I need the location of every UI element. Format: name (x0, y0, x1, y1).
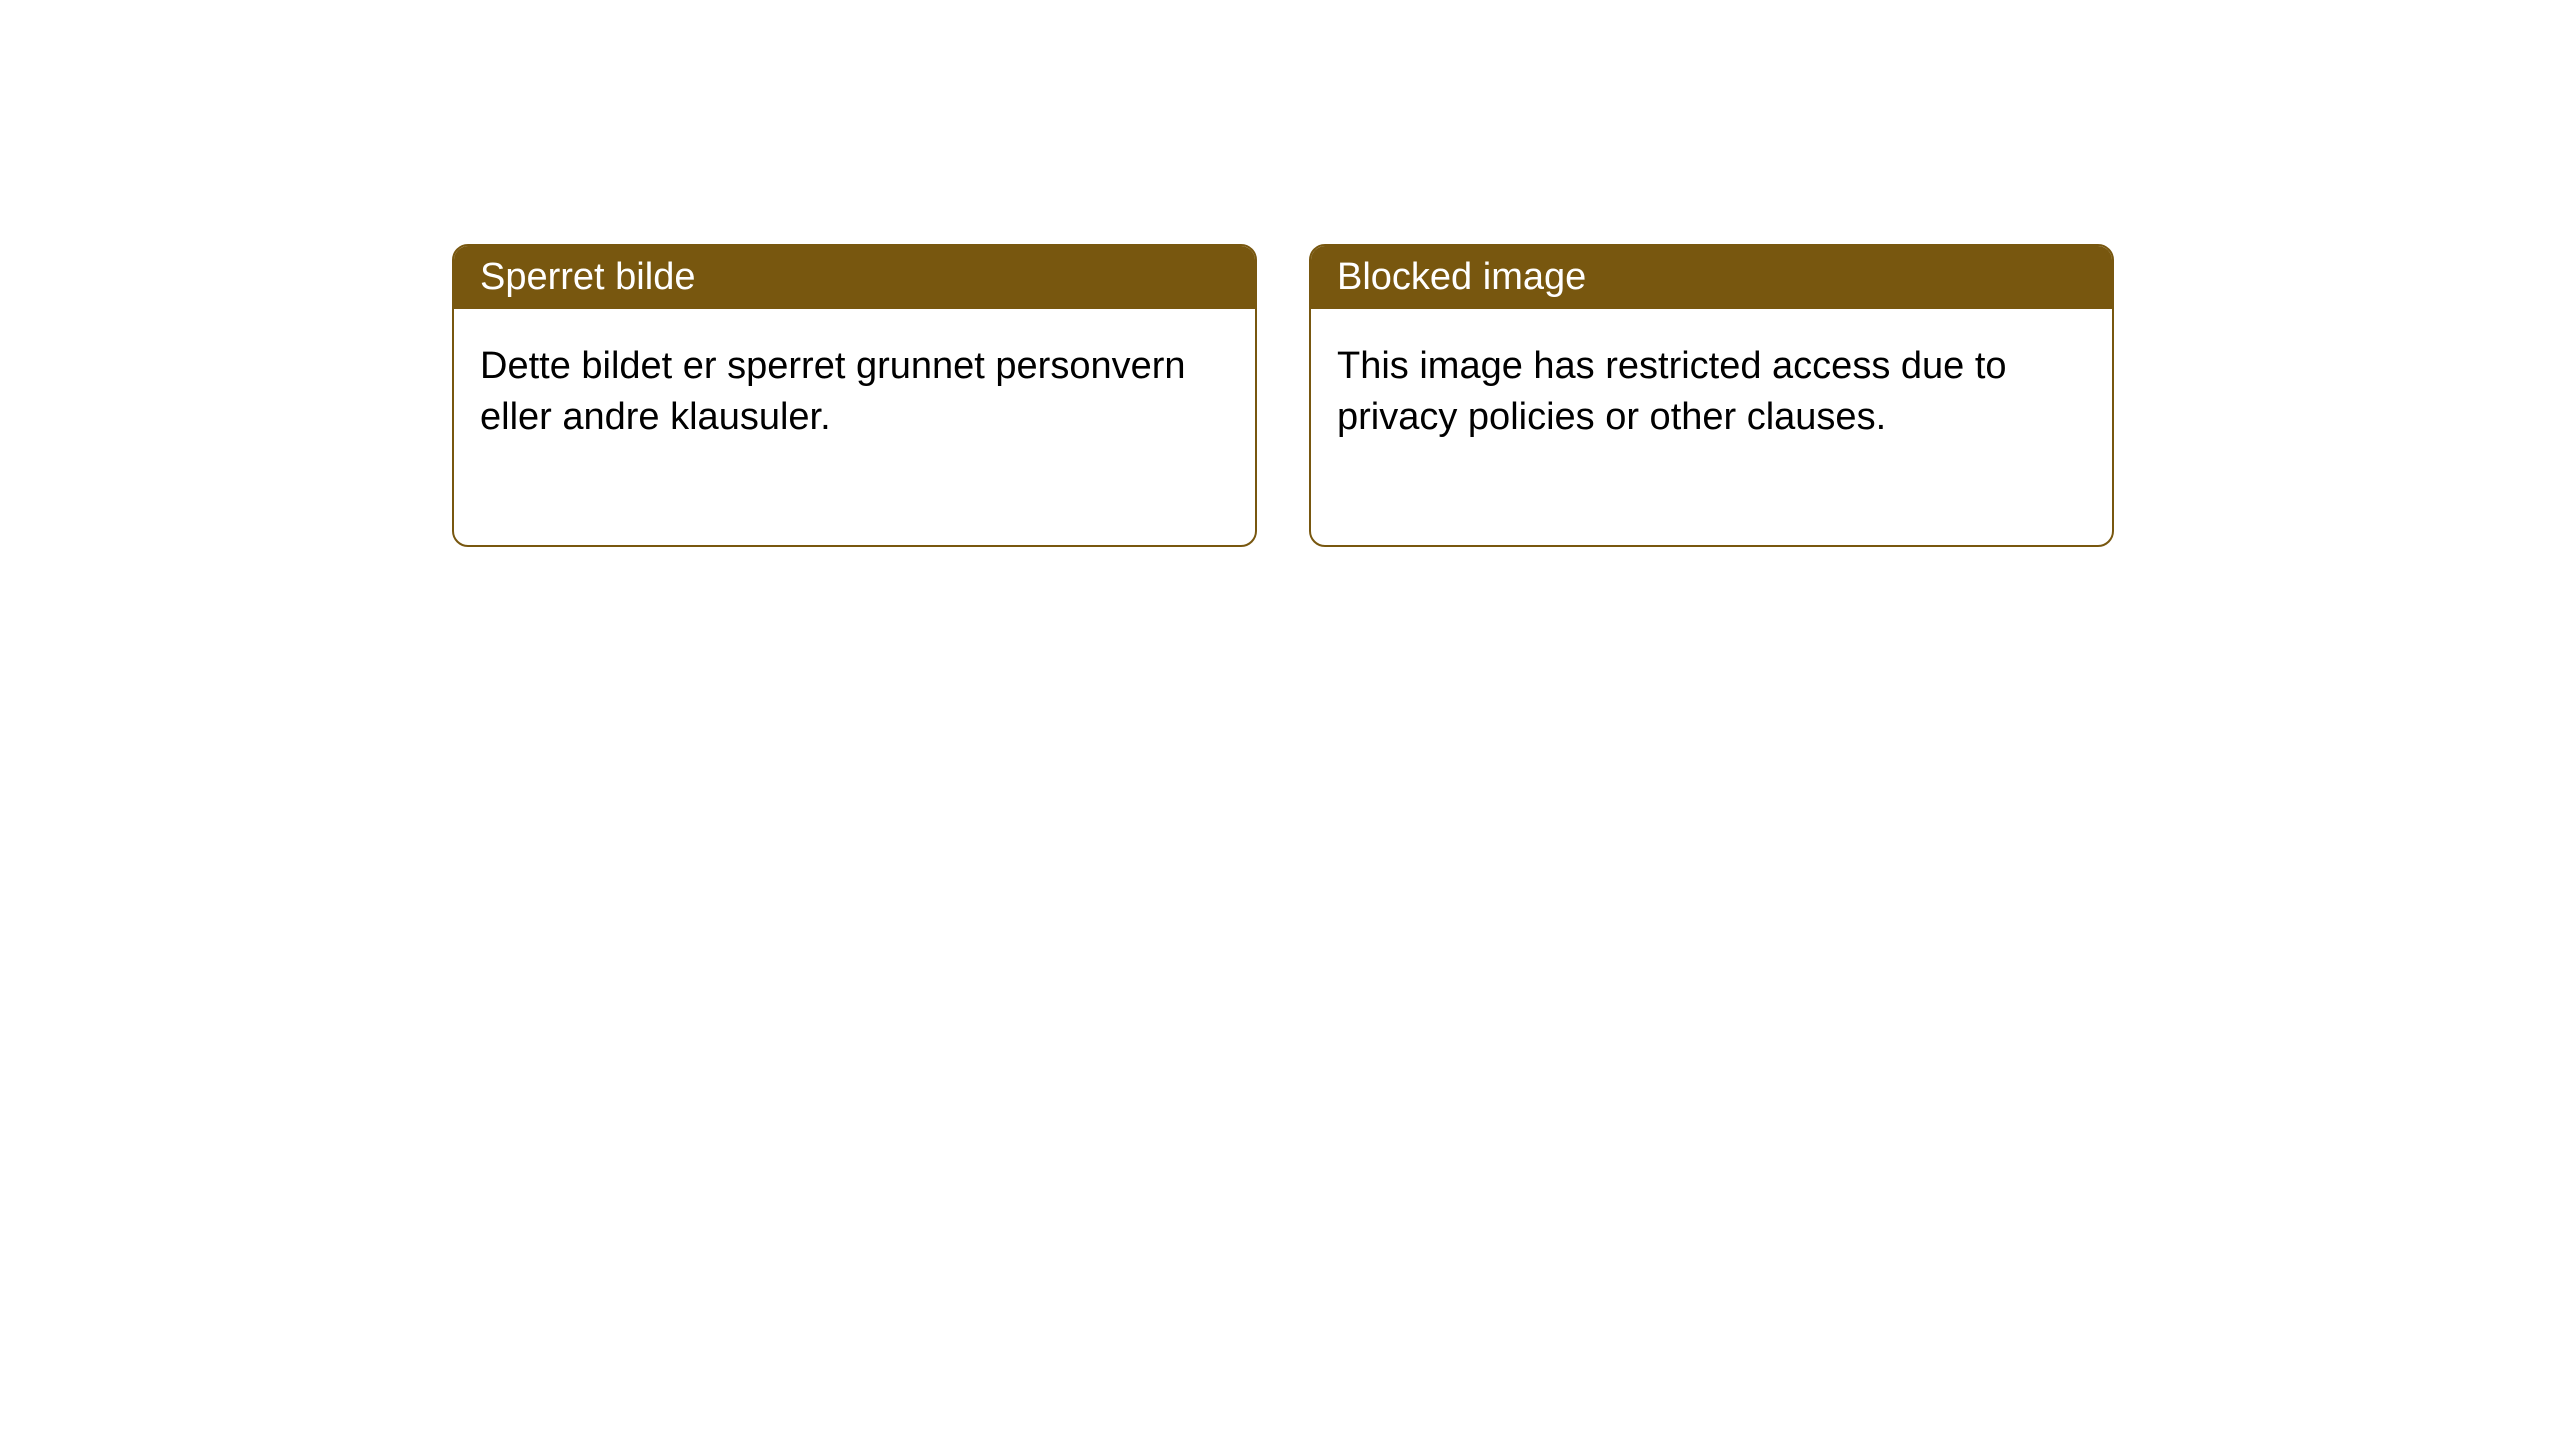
notice-header: Blocked image (1311, 246, 2112, 309)
notice-card-norwegian: Sperret bilde Dette bildet er sperret gr… (452, 244, 1257, 547)
notice-body-text: This image has restricted access due to … (1337, 345, 2007, 438)
notice-body-text: Dette bildet er sperret grunnet personve… (480, 345, 1186, 438)
notice-container: Sperret bilde Dette bildet er sperret gr… (0, 0, 2560, 547)
notice-body: This image has restricted access due to … (1311, 309, 2112, 545)
notice-title: Blocked image (1337, 256, 1586, 298)
notice-title: Sperret bilde (480, 256, 695, 298)
notice-body: Dette bildet er sperret grunnet personve… (454, 309, 1255, 545)
notice-header: Sperret bilde (454, 246, 1255, 309)
notice-card-english: Blocked image This image has restricted … (1309, 244, 2114, 547)
